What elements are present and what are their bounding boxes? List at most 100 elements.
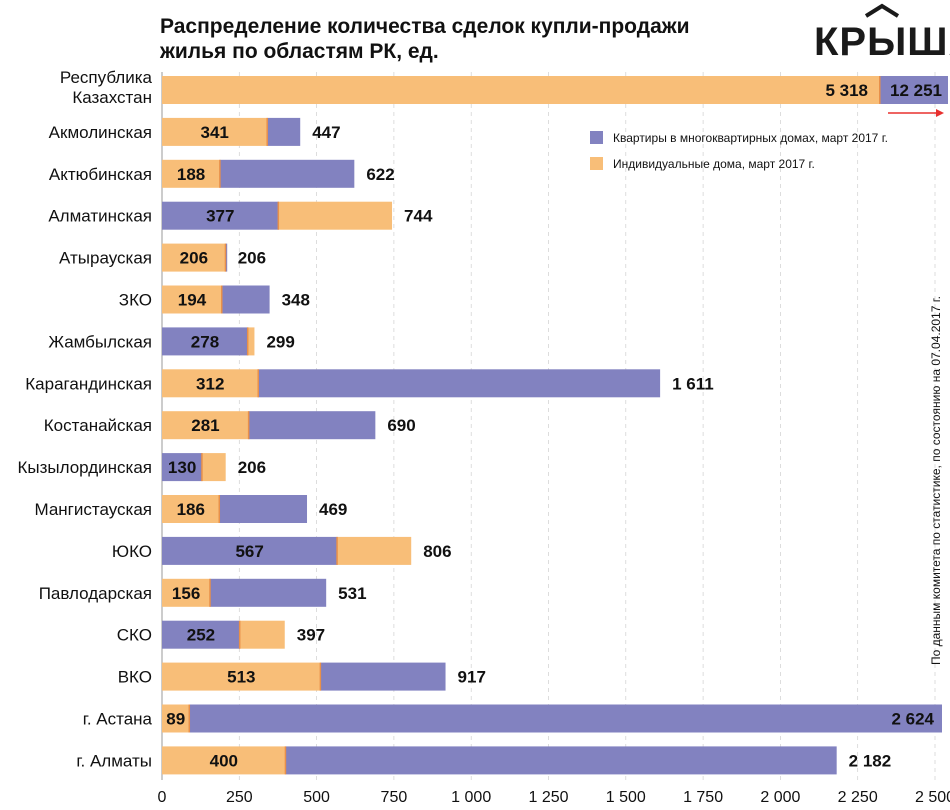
segment-divider	[188, 704, 191, 733]
logo-text: КРЫША	[814, 20, 950, 64]
value-label-total: 397	[297, 626, 325, 645]
bar-houses	[162, 411, 249, 440]
x-tick-label: 2 000	[760, 789, 800, 805]
category-label: ЮКО	[112, 542, 152, 561]
value-label-first: 89	[166, 710, 185, 729]
value-label-total: 690	[387, 416, 415, 435]
value-label-total: 447	[312, 123, 340, 142]
bar-apartments	[880, 76, 948, 104]
x-tick-label: 0	[158, 789, 167, 805]
bar-houses	[162, 746, 286, 775]
bar-houses	[162, 76, 880, 104]
x-tick-label: 1 250	[528, 789, 568, 805]
bar-apartments	[162, 327, 248, 356]
x-tick-label: 1 750	[683, 789, 723, 805]
value-label-total: 917	[458, 668, 486, 687]
bar-apartments	[225, 243, 228, 272]
bar-houses	[239, 620, 285, 649]
chart-title-line-1: Распределение количества сделок купли-пр…	[160, 15, 690, 38]
category-label: Атырауская	[59, 249, 152, 268]
value-label-total: 348	[282, 291, 310, 310]
value-label-total: 2 182	[849, 751, 892, 770]
value-label-first: 188	[177, 165, 205, 184]
segment-divider	[201, 453, 203, 482]
segment-divider	[224, 243, 227, 272]
bar-houses	[162, 704, 190, 733]
category-label: Казахстан	[72, 88, 152, 107]
krysha-logo: КРЫША	[814, 3, 950, 64]
bar-houses	[162, 285, 222, 314]
segment-divider	[277, 201, 280, 230]
category-label: Акмолинская	[49, 123, 152, 142]
segment-divider	[319, 662, 322, 691]
value-label-total: 299	[266, 332, 294, 351]
segment-divider	[220, 285, 223, 314]
value-label-first: 156	[172, 584, 200, 603]
x-tick-label: 750	[381, 789, 408, 805]
category-label: Павлодарская	[39, 584, 152, 603]
bar-houses	[278, 201, 393, 230]
value-label-first: 281	[191, 416, 219, 435]
category-label: г. Астана	[83, 710, 153, 729]
bar-apartments	[162, 536, 338, 565]
value-label-first: 194	[178, 291, 207, 310]
category-label: Актюбинская	[49, 165, 152, 184]
bar-apartments	[221, 285, 270, 314]
category-label: Карагандинская	[25, 374, 152, 393]
value-label-first: 341	[201, 123, 229, 142]
value-label-total: 2 624	[891, 710, 934, 729]
bar-apartments	[210, 578, 327, 607]
x-tick-label: 500	[303, 789, 330, 805]
category-label: Кызылординская	[17, 458, 152, 477]
bar-apartments	[248, 411, 376, 440]
category-label: Республика	[60, 68, 153, 87]
bar-houses	[162, 159, 221, 188]
bar-houses	[162, 578, 211, 607]
segment-divider	[336, 536, 338, 565]
bar-houses	[162, 662, 321, 691]
chart-title-line-2: жилья по областям РК, ед.	[159, 40, 439, 63]
segment-divider	[218, 495, 221, 523]
category-label: г. Алматы	[76, 751, 152, 770]
segment-divider	[246, 327, 249, 356]
bar-houses	[162, 243, 226, 272]
x-tick-label: 2 500	[915, 789, 950, 805]
segment-divider	[219, 159, 221, 188]
bar-apartments	[320, 662, 446, 691]
segment-divider	[257, 369, 259, 398]
category-label: Мангистауская	[34, 500, 152, 519]
legend: Квартиры в многоквартирных домах, март 2…	[590, 131, 888, 171]
value-label-first: 312	[196, 374, 224, 393]
bar-houses	[337, 536, 412, 565]
category-label: Жамбылская	[48, 332, 152, 351]
logo-roof-icon	[864, 3, 900, 18]
category-label: Костанайская	[44, 416, 152, 435]
x-tick-label: 2 250	[838, 789, 878, 805]
bar-houses	[202, 453, 226, 482]
clipped-arrow-icon	[888, 109, 944, 117]
category-label: ВКО	[118, 668, 152, 687]
bar-apartments	[267, 117, 301, 146]
value-label-first: 206	[180, 249, 208, 268]
bar-houses	[247, 327, 255, 356]
value-label-first: 252	[187, 626, 215, 645]
value-label-total: 806	[423, 542, 451, 561]
bar-apartments	[285, 746, 837, 775]
segment-divider	[238, 620, 241, 649]
category-label: ЗКО	[119, 291, 152, 310]
value-label-total: 622	[366, 165, 394, 184]
value-label-total: 1 611	[672, 374, 714, 393]
value-label-first: 5 318	[825, 81, 868, 100]
legend-swatch-houses	[590, 157, 603, 170]
bar-houses	[162, 495, 220, 523]
bar-apartments	[258, 369, 661, 398]
segment-divider	[266, 117, 268, 146]
x-axis-ticks: 0 250 500 750 1 000 1 250 1 500 1 750 2 000 2 250…	[158, 789, 950, 806]
x-tick-label: 1 500	[606, 789, 646, 805]
value-label-first: 567	[235, 542, 263, 561]
segment-divider	[247, 411, 250, 440]
bar-houses	[162, 117, 268, 146]
value-label-first: 400	[210, 751, 238, 770]
